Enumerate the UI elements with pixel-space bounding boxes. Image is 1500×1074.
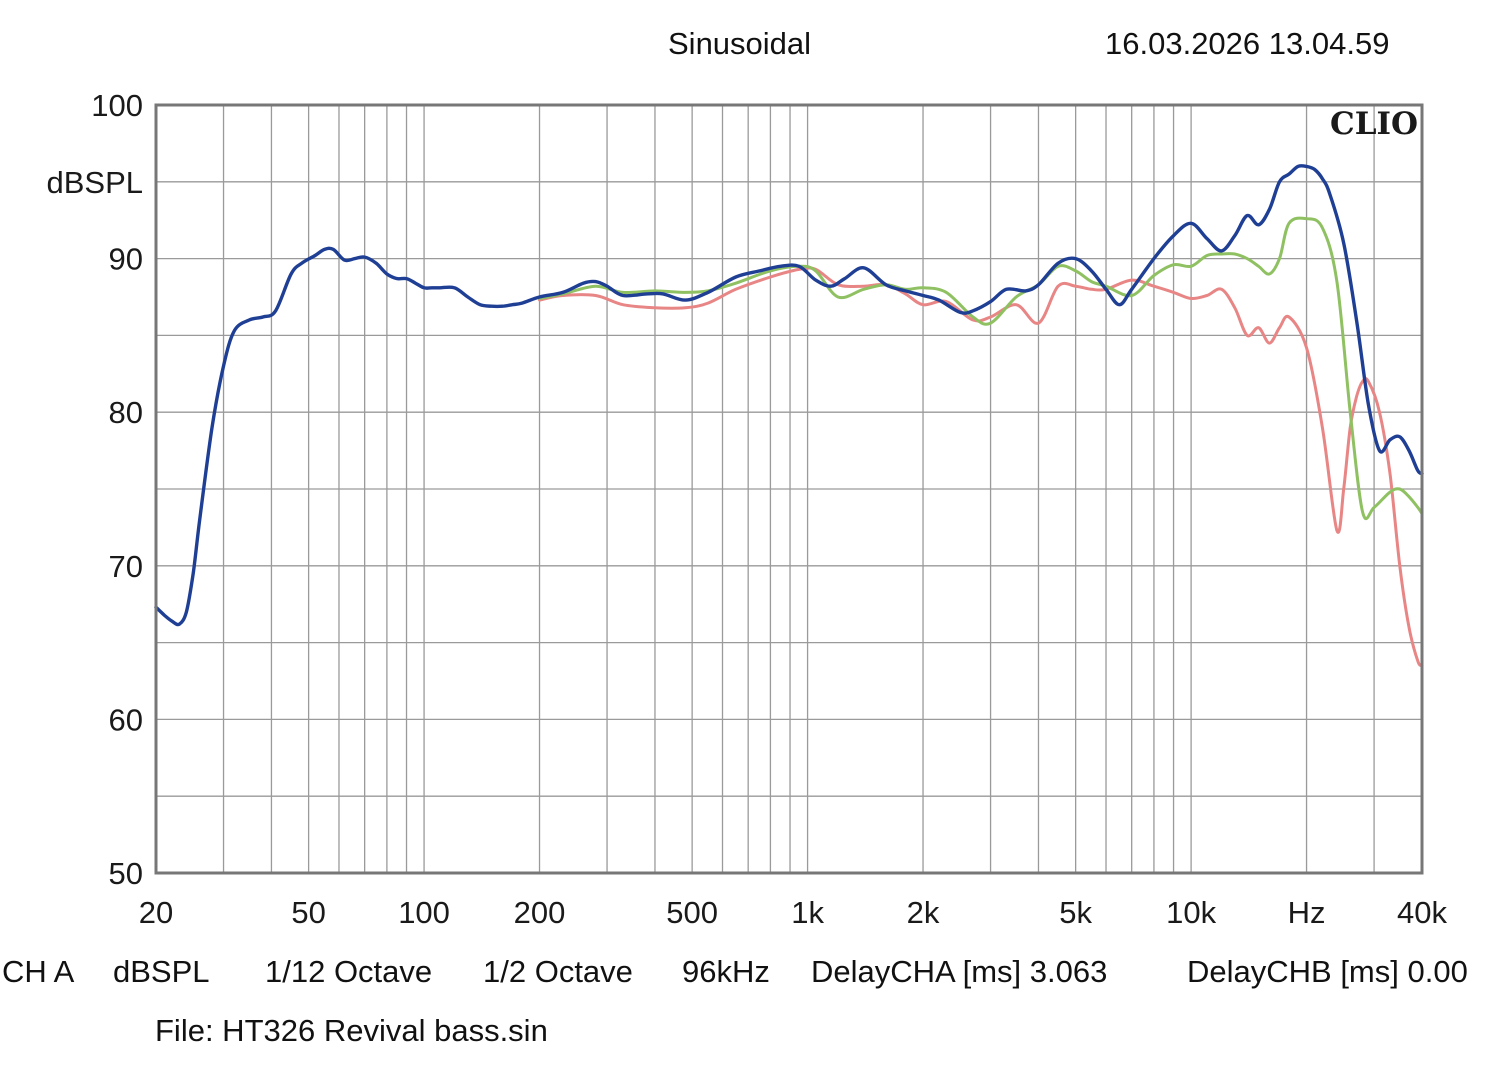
y-tick-label: 70 xyxy=(109,549,143,584)
x-tick-label: 500 xyxy=(666,895,718,930)
y-tick-label: 50 xyxy=(109,856,143,891)
resolution-label: 1/2 Octave xyxy=(483,954,633,989)
delay-cha-label: DelayCHA [ms] 3.063 xyxy=(811,954,1108,989)
y-tick-label: dBSPL xyxy=(46,165,143,200)
delay-chb-label: DelayCHB [ms] 0.00 xyxy=(1187,954,1468,989)
file-label: File: HT326 Revival bass.sin xyxy=(155,1013,548,1048)
unit-label: dBSPL xyxy=(113,954,210,989)
y-tick-label: 80 xyxy=(109,395,143,430)
sample-rate-label: 96kHz xyxy=(682,954,770,989)
y-tick-label: 100 xyxy=(91,88,143,123)
x-tick-label: 40k xyxy=(1397,895,1447,930)
x-tick-label: 5k xyxy=(1059,895,1092,930)
plot-grid xyxy=(156,105,1422,873)
x-tick-label: 2k xyxy=(907,895,940,930)
x-tick-label: 10k xyxy=(1166,895,1216,930)
smoothing-label: 1/12 Octave xyxy=(265,954,433,989)
y-axis-labels: 100 dBSPL 90 80 70 60 50 xyxy=(46,88,143,891)
clio-logo: CLIO xyxy=(1330,106,1418,142)
x-tick-label: 20 xyxy=(139,895,173,930)
x-tick-label: 50 xyxy=(291,895,325,930)
x-axis-labels: 20 50 100 200 500 1k 2k 5k 10k Hz 40k xyxy=(139,895,1448,930)
channel-label: CH A xyxy=(2,954,75,989)
chart-title: Sinusoidal xyxy=(668,26,812,61)
timestamp: 16.03.2026 13.04.59 xyxy=(1105,26,1390,61)
plot-frame xyxy=(154,103,1424,875)
y-tick-label: 60 xyxy=(109,702,143,737)
x-tick-label: Hz xyxy=(1288,895,1326,930)
x-tick-label: 200 xyxy=(514,895,566,930)
series-line-3 xyxy=(154,164,1424,627)
y-tick-label: 90 xyxy=(109,242,143,277)
x-tick-label: 1k xyxy=(791,895,824,930)
plot-series xyxy=(154,164,1424,668)
x-tick-label: 100 xyxy=(398,895,450,930)
